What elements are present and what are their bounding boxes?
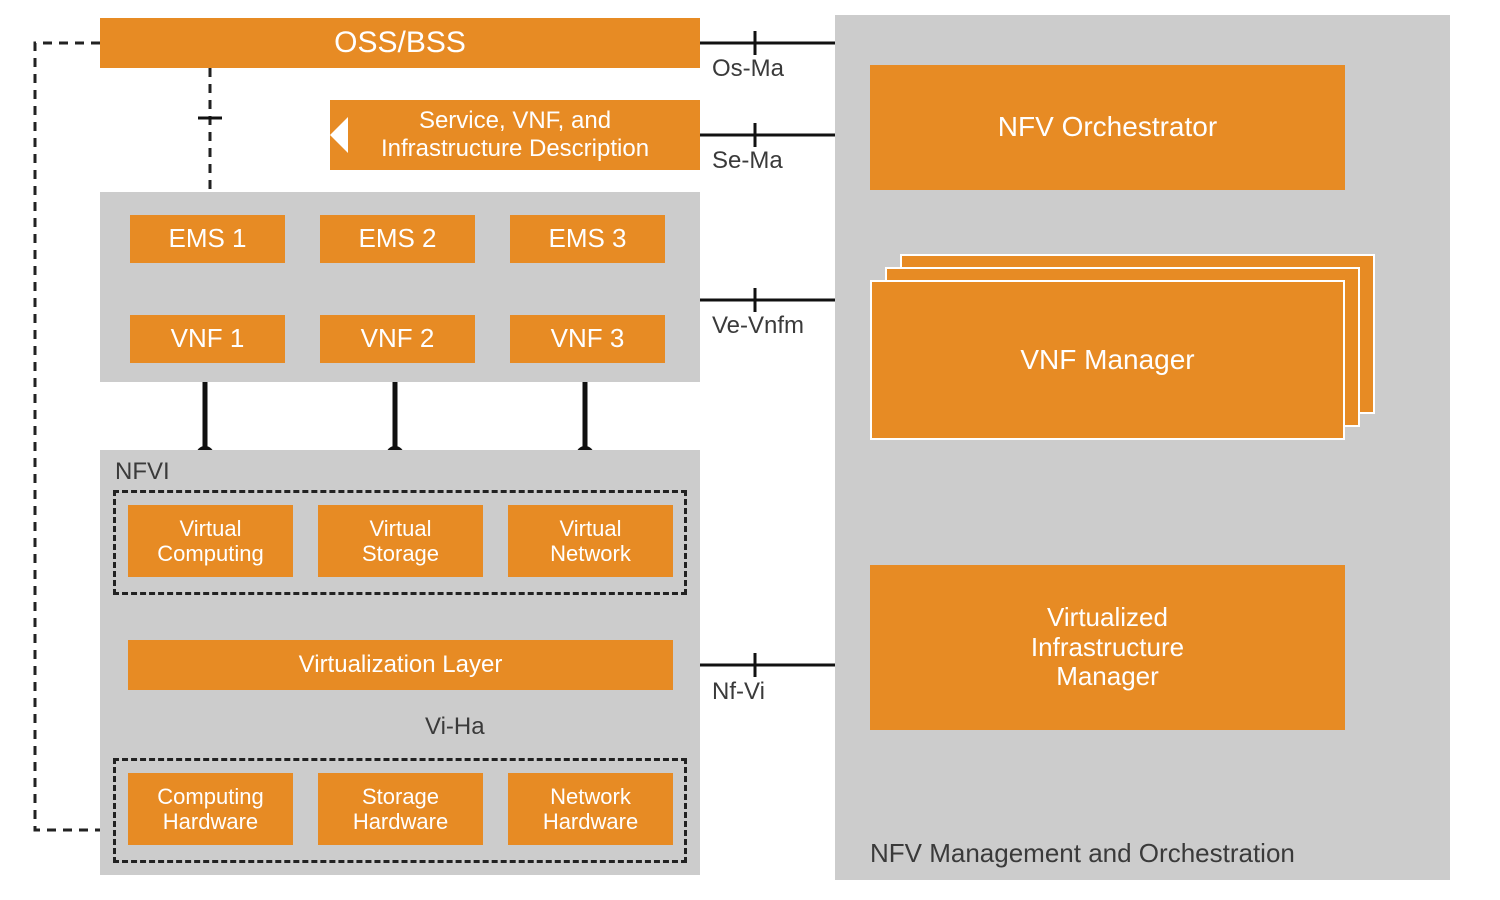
- virtual-storage-block: Virtual Storage: [318, 505, 483, 577]
- vi-ha-label: Vi-Ha: [425, 713, 485, 741]
- vim-line1: Virtualized: [1047, 603, 1168, 633]
- vim-block: Virtualized Infrastructure Manager: [870, 565, 1345, 730]
- service-notch: [330, 117, 348, 153]
- nf-vi-label: Nf-Vi: [712, 678, 765, 706]
- vnf1-block: VNF 1: [130, 315, 285, 363]
- vnf2-block: VNF 2: [320, 315, 475, 363]
- nfvi-title: NFVI: [115, 458, 170, 486]
- diagram-canvas: OSS/BSS Service, VNF, and Infrastructure…: [0, 0, 1500, 900]
- hwnet-label: Network Hardware: [543, 784, 638, 835]
- vnf3-block: VNF 3: [510, 315, 665, 363]
- virtual-network-block: Virtual Network: [508, 505, 673, 577]
- vnf1-label: VNF 1: [171, 324, 245, 354]
- os-ma-label: Os-Ma: [712, 55, 784, 83]
- virtualization-layer-block: Virtualization Layer: [128, 640, 673, 690]
- oss-bss-block: OSS/BSS: [100, 18, 700, 68]
- ems3-label: EMS 3: [548, 224, 626, 254]
- computing-hardware-block: Computing Hardware: [128, 773, 293, 845]
- svc-line1: Service, VNF, and: [419, 107, 611, 135]
- orchestrator-label: NFV Orchestrator: [998, 111, 1217, 143]
- ems2-block: EMS 2: [320, 215, 475, 263]
- ve-vnfm-label: Ve-Vnfm: [712, 312, 804, 340]
- virtual-computing-block: Virtual Computing: [128, 505, 293, 577]
- vnf-manager-label: VNF Manager: [1020, 344, 1194, 376]
- mano-title: NFV Management and Orchestration: [870, 838, 1295, 869]
- network-hardware-block: Network Hardware: [508, 773, 673, 845]
- ems1-label: EMS 1: [168, 224, 246, 254]
- ems3-block: EMS 3: [510, 215, 665, 263]
- hwstor-label: Storage Hardware: [353, 784, 448, 835]
- svc-line2: Infrastructure Description: [381, 135, 649, 163]
- storage-hardware-block: Storage Hardware: [318, 773, 483, 845]
- ems2-label: EMS 2: [358, 224, 436, 254]
- service-description-block: Service, VNF, and Infrastructure Descrip…: [330, 100, 700, 170]
- vnf3-label: VNF 3: [551, 324, 625, 354]
- virt-layer-label: Virtualization Layer: [299, 651, 503, 679]
- hwcomp-label: Computing Hardware: [157, 784, 263, 835]
- nfv-orchestrator-block: NFV Orchestrator: [870, 65, 1345, 190]
- vim-line3: Manager: [1056, 662, 1159, 692]
- vnf2-label: VNF 2: [361, 324, 435, 354]
- vim-line2: Infrastructure: [1031, 633, 1184, 663]
- vnet-label: Virtual Network: [550, 516, 631, 567]
- oss-bss-label: OSS/BSS: [334, 26, 466, 61]
- vcomp-label: Virtual Computing: [157, 516, 263, 567]
- vstor-label: Virtual Storage: [362, 516, 439, 567]
- ems1-block: EMS 1: [130, 215, 285, 263]
- se-ma-label: Se-Ma: [712, 147, 783, 175]
- vnf-manager-block: VNF Manager: [870, 280, 1345, 440]
